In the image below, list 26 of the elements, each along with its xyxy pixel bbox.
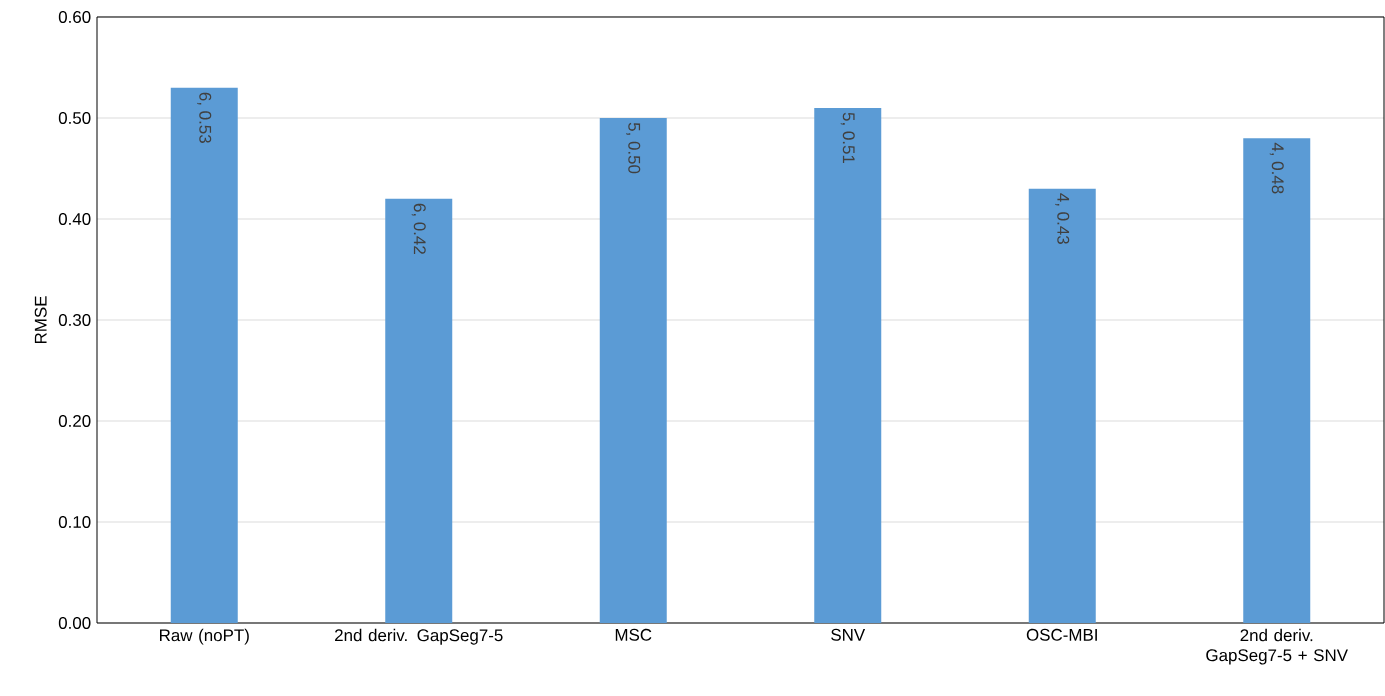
bar [599, 118, 667, 623]
data-label: 4, 0.48 [1269, 142, 1284, 194]
x-tick-label: SNV [831, 628, 866, 641]
data-label: 5, 0.50 [626, 122, 641, 174]
y-tick-label: 0.50 [58, 112, 91, 124]
x-tick-label: 2nd deriv. GapSeg7-5 + SNV [1206, 628, 1348, 665]
x-tick-label: Raw (noPT) [160, 628, 249, 645]
x-tick-label: MSC [615, 628, 652, 641]
data-label: 6, 0.42 [411, 203, 426, 254]
data-label: 5, 0.51 [840, 112, 855, 164]
x-tick-label: 2nd deriv. GapSeg7-5 [335, 628, 503, 645]
y-axis-title: RMSE [34, 296, 47, 344]
data-label: 6, 0.53 [197, 92, 212, 143]
bar [1028, 188, 1096, 623]
y-tick-label: 0.30 [58, 314, 91, 326]
y-tick-label: 0.40 [58, 213, 91, 225]
bar [385, 198, 453, 623]
x-tick-label: OSC-MBI [1026, 628, 1097, 641]
bar [814, 107, 882, 623]
data-label: 4, 0.43 [1055, 193, 1070, 244]
y-tick-label: 0.20 [58, 415, 91, 427]
bar [1243, 138, 1311, 623]
y-tick-label: 0.10 [58, 516, 91, 528]
y-tick-label: 0.60 [58, 11, 91, 23]
bar [170, 87, 238, 623]
y-tick-label: 0.00 [58, 617, 91, 629]
